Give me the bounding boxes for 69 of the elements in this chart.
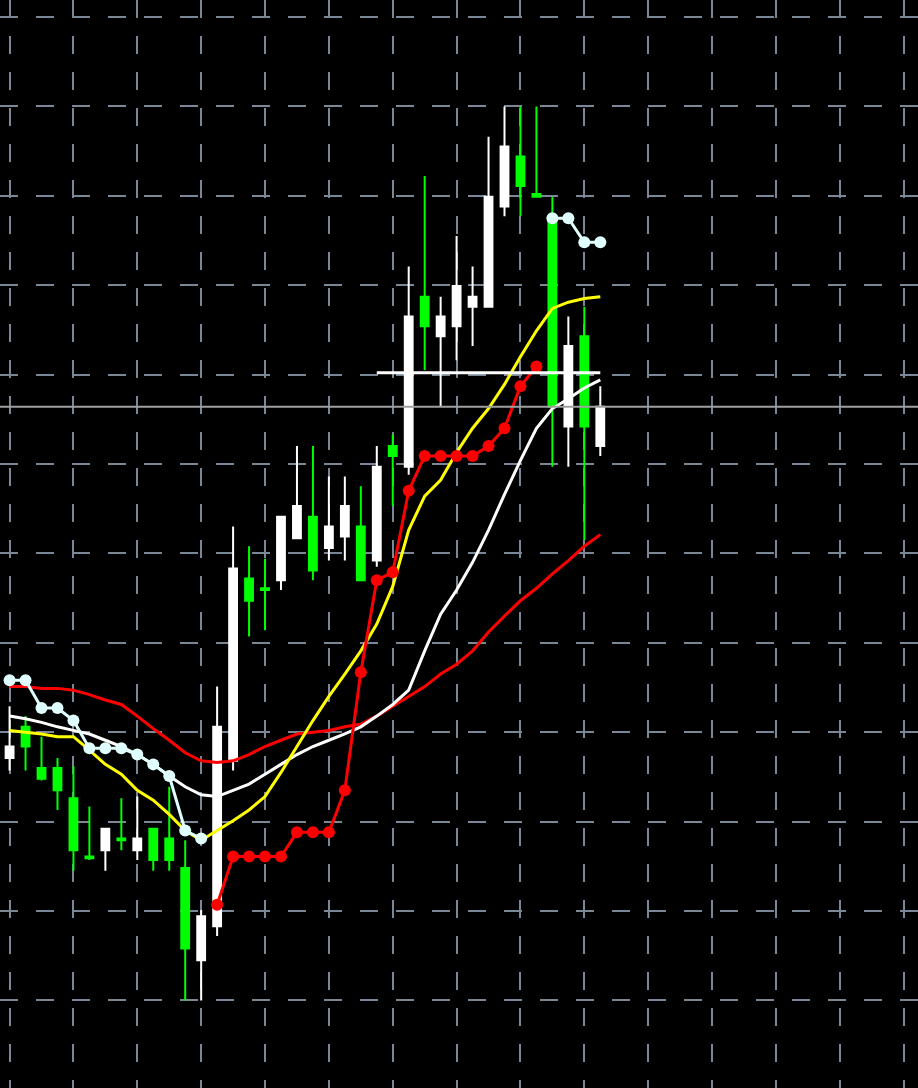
candlestick: [387, 433, 398, 507]
candlestick: [100, 827, 111, 872]
point: [195, 832, 208, 845]
point: [290, 826, 303, 839]
candlestick: [52, 757, 63, 811]
point: [466, 449, 479, 462]
point: [354, 666, 367, 679]
candlestick: [260, 557, 270, 632]
point: [147, 758, 160, 771]
point: [450, 449, 463, 462]
candlestick: [148, 827, 159, 872]
candlestick: [323, 475, 334, 562]
point: [338, 784, 351, 797]
point: [386, 566, 399, 579]
point: [306, 826, 319, 839]
candlestick: [355, 485, 366, 582]
candlestick: [84, 805, 95, 862]
point: [99, 742, 112, 755]
candlestick: [292, 445, 302, 540]
candlestick: [531, 105, 542, 198]
point: [83, 742, 96, 755]
point: [514, 380, 527, 393]
point: [3, 674, 16, 687]
point: [546, 212, 559, 225]
candlestick: [244, 545, 254, 638]
candlestick: [228, 525, 238, 772]
candlestick: [180, 839, 191, 1002]
point: [259, 850, 272, 863]
candlestick: [196, 909, 207, 1002]
point: [243, 850, 256, 863]
candlestick: [419, 175, 430, 372]
point: [578, 236, 591, 249]
point: [322, 826, 335, 839]
point: [131, 748, 144, 761]
candlestick: [595, 385, 606, 457]
point: [227, 850, 240, 863]
point: [418, 449, 431, 462]
point: [51, 702, 64, 715]
candlestick: [371, 445, 382, 568]
point: [179, 824, 192, 837]
point: [115, 742, 128, 755]
point: [402, 484, 415, 497]
candlestick: [467, 265, 478, 347]
point: [370, 574, 383, 587]
point: [434, 449, 447, 462]
candlestick: [483, 135, 494, 308]
point: [562, 212, 575, 225]
point: [35, 702, 48, 715]
point: [482, 440, 495, 453]
point: [594, 236, 607, 249]
candlestick: [515, 105, 526, 218]
candlestick: [68, 765, 79, 872]
candlestick: [308, 445, 318, 582]
candlestick: [276, 515, 286, 592]
candlestick: [451, 235, 462, 362]
candlestick: [499, 105, 510, 218]
candlestick: [36, 735, 47, 782]
candlestick: [579, 305, 590, 541]
candlestick: [339, 475, 350, 562]
point: [19, 674, 32, 687]
candlestick: [116, 797, 127, 852]
point: [274, 850, 287, 863]
candlestick: [20, 715, 31, 772]
point: [498, 422, 511, 435]
point: [211, 898, 224, 911]
candlestick: [164, 785, 175, 872]
point: [67, 714, 80, 727]
point: [163, 770, 176, 782]
candlestick: [132, 795, 143, 862]
